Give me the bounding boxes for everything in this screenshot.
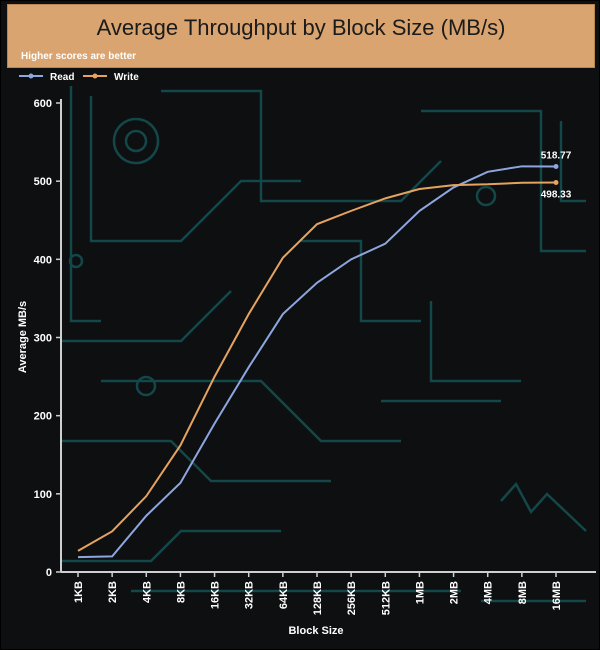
legend-label-write: Write <box>114 72 139 83</box>
y-axis-title: Average MB/s <box>17 301 29 373</box>
x-tick-label: 512KB <box>380 581 392 615</box>
y-tick-label: 500 <box>34 176 52 188</box>
y-tick-label: 600 <box>34 98 52 110</box>
x-tick-label: 2MB <box>449 581 461 604</box>
y-tick-label: 300 <box>34 333 52 345</box>
series-line-write <box>77 181 557 552</box>
legend: Read Write <box>19 72 139 83</box>
x-axis-title: Block Size <box>288 625 343 637</box>
legend-marker-read <box>28 73 34 79</box>
x-tick-label: 16KB <box>210 581 222 609</box>
y-tick-label: 200 <box>34 411 52 423</box>
x-tick-label: 8KB <box>175 581 187 603</box>
legend-marker-write <box>92 73 98 79</box>
x-tick-label: 4KB <box>141 581 153 603</box>
x-tick-label: 256KB <box>346 581 358 615</box>
chart-title: Average Throughput by Block Size (MB/s) <box>96 15 506 40</box>
data-label-read: 518.77 <box>541 150 572 161</box>
x-tick-label: 2KB <box>107 581 119 603</box>
title-banner: Average Throughput by Block Size (MB/s) … <box>7 4 595 68</box>
y-tick-label: 100 <box>34 489 52 501</box>
x-tick-label: 1MB <box>414 581 426 604</box>
x-tick-label: 128KB <box>312 581 324 615</box>
chart-subtitle: Higher scores are better <box>21 51 137 62</box>
series-end-point-read <box>553 163 559 169</box>
x-tick-label: 4MB <box>483 581 495 604</box>
plot-area: 518.77 498.33 <box>77 150 572 559</box>
legend-label-read: Read <box>50 72 74 83</box>
x-tick-label: 1KB <box>73 581 85 603</box>
x-tick-label: 8MB <box>517 581 529 604</box>
x-tick-label: 32KB <box>244 581 256 609</box>
x-tick-label: 64KB <box>278 581 290 609</box>
y-tick-label: 0 <box>46 567 52 579</box>
x-tick-label: 16MB <box>551 581 563 610</box>
axis-labels: Block Size Average MB/s <box>17 301 344 637</box>
series-line-read <box>77 165 557 559</box>
axes: 0 100 200 300 400 500 600 1KB 2KB 4KB 8KB 16KB 32KB 6… <box>34 98 596 615</box>
y-tick-label: 400 <box>34 254 52 266</box>
data-label-write: 498.33 <box>541 189 572 200</box>
series-end-point-write <box>553 179 559 185</box>
circuit-background <box>61 86 587 603</box>
